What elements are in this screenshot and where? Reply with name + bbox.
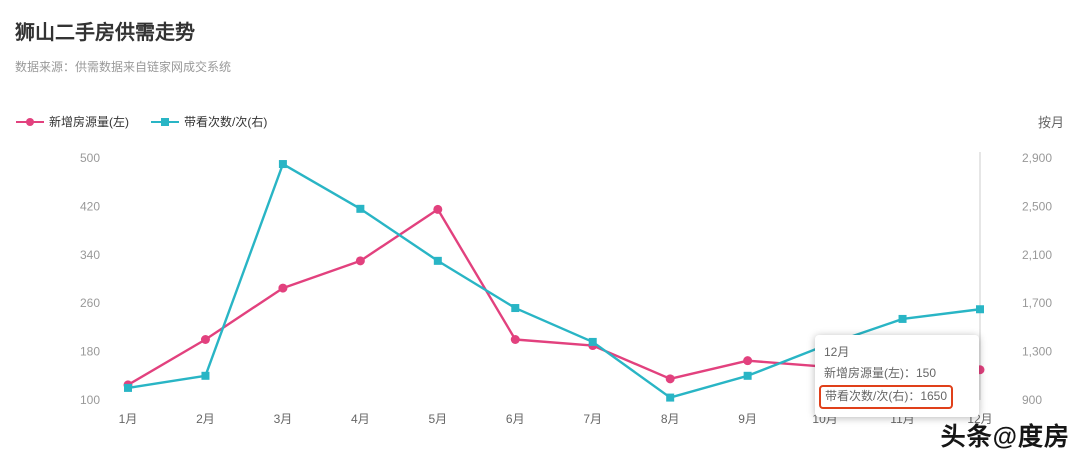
data-point-0[interactable] xyxy=(743,356,753,366)
data-point-1[interactable] xyxy=(898,314,907,323)
x-axis-label: 6月 xyxy=(506,412,525,426)
data-point-1[interactable] xyxy=(666,393,675,402)
x-axis-label: 1月 xyxy=(119,412,138,426)
data-point-1[interactable] xyxy=(124,383,132,392)
legend-row: 新增房源量(左) 带看次数/次(右) 按月 xyxy=(16,112,1064,131)
data-point-1[interactable] xyxy=(356,204,365,213)
x-axis-label: 4月 xyxy=(351,412,370,426)
data-point-0[interactable] xyxy=(510,335,520,344)
legend-item-1[interactable]: 带看次数/次(右) xyxy=(151,113,267,130)
right-axis-tick: 1,300 xyxy=(1022,345,1052,359)
chart-tooltip: 12月 新增房源量(左)：150 带看次数/次(右)：1650 xyxy=(815,335,979,417)
data-point-1[interactable] xyxy=(511,304,520,313)
x-axis-label: 9月 xyxy=(738,412,757,426)
data-point-0[interactable] xyxy=(665,374,675,384)
data-point-1[interactable] xyxy=(433,256,442,265)
tooltip-row-highlighted: 带看次数/次(右)：1650 xyxy=(819,385,954,409)
right-axis-tick: 2,100 xyxy=(1022,248,1052,262)
legend-line-circle-icon xyxy=(16,117,44,126)
left-axis-tick: 420 xyxy=(80,199,100,213)
x-axis-label: 7月 xyxy=(583,412,602,426)
tooltip-row: 新增房源量(左)：150 xyxy=(824,366,937,381)
left-axis-tick: 340 xyxy=(80,248,100,262)
data-point-0[interactable] xyxy=(433,204,443,214)
x-axis-label: 3月 xyxy=(274,412,293,426)
data-point-1[interactable] xyxy=(278,160,287,169)
right-axis-tick: 900 xyxy=(1022,393,1042,407)
data-source-note: 数据来源：供需数据来自链家网成交系统 xyxy=(15,60,232,74)
right-axis-tick: 1,700 xyxy=(1022,296,1052,310)
left-axis-tick: 180 xyxy=(80,345,100,359)
data-point-1[interactable] xyxy=(201,371,210,380)
x-axis-label: 8月 xyxy=(661,412,680,426)
data-point-1[interactable] xyxy=(743,371,752,380)
data-point-0[interactable] xyxy=(355,256,365,266)
data-point-1[interactable] xyxy=(976,305,984,314)
legend-label-0: 新增房源量(左) xyxy=(49,115,129,129)
x-axis-label: 5月 xyxy=(428,412,447,426)
page-title: 狮山二手房供需走势 xyxy=(15,22,195,44)
left-axis-tick: 100 xyxy=(80,393,100,407)
left-axis-tick: 260 xyxy=(80,296,100,310)
legend-line-square-icon xyxy=(151,117,179,126)
watermark: 头条@度房 xyxy=(940,423,1070,451)
left-axis-tick: 500 xyxy=(80,151,100,165)
data-point-0[interactable] xyxy=(200,335,210,344)
x-axis-label: 2月 xyxy=(196,412,215,426)
chart-legend: 新增房源量(左) 带看次数/次(右) xyxy=(16,113,267,130)
right-axis-tick: 2,500 xyxy=(1022,199,1052,213)
right-axis-tick: 2,900 xyxy=(1022,151,1052,165)
legend-label-1: 带看次数/次(右) xyxy=(184,115,268,129)
legend-item-0[interactable]: 新增房源量(左) xyxy=(16,113,129,130)
tooltip-title: 12月 xyxy=(824,345,850,359)
period-label: 按月 xyxy=(1037,115,1064,130)
tooltip-rows: 新增房源量(左)：150 带看次数/次(右)：1650 xyxy=(819,364,970,409)
data-point-0[interactable] xyxy=(278,283,288,293)
supply-demand-chart[interactable]: 100 180 260 340 420 500 900 1,300 1,700 2,100 2,50… xyxy=(0,140,1080,440)
data-point-1[interactable] xyxy=(588,337,597,346)
